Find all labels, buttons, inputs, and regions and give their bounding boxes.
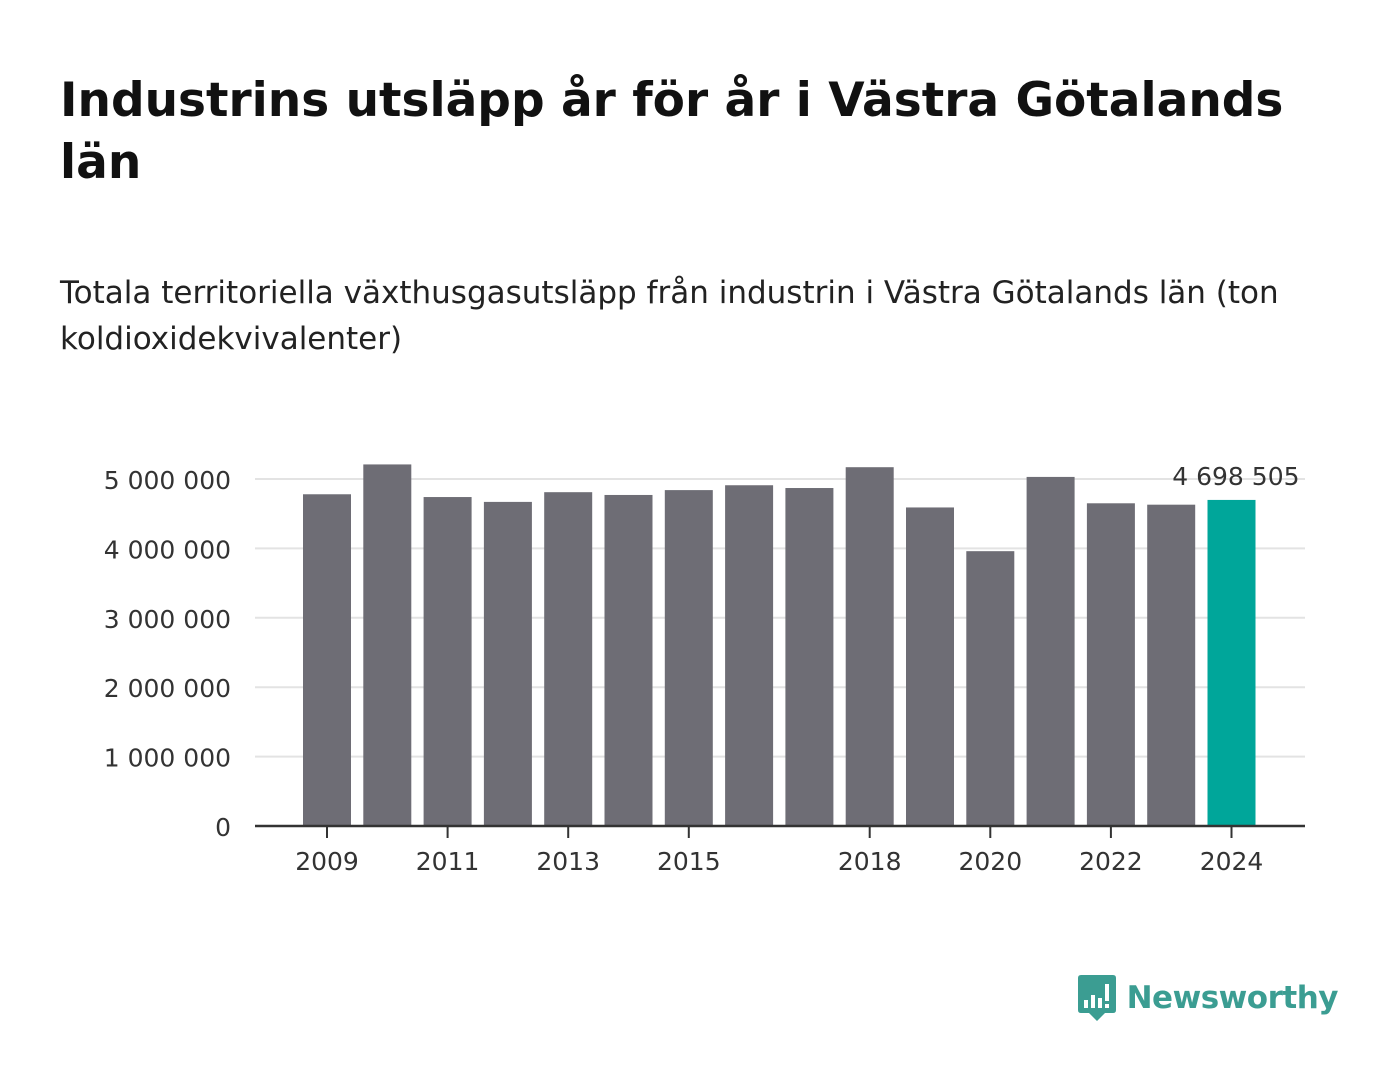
- bar: [544, 492, 593, 826]
- y-tick-label: 3 000 000: [104, 605, 231, 634]
- bar-chart-icon: [1077, 975, 1116, 1021]
- bar: [966, 551, 1015, 826]
- x-tick-label: 2018: [838, 847, 902, 876]
- x-tick-label: 2024: [1200, 847, 1264, 876]
- x-tick-label: 2011: [416, 847, 480, 876]
- bars: [303, 464, 1256, 826]
- y-axis-labels: 0 1 000 000 2 000 000 3 000 000 4 000 000 5 0…: [104, 466, 231, 842]
- bar: [845, 467, 894, 826]
- bar: [423, 497, 472, 826]
- x-tick-label: 2020: [958, 847, 1022, 876]
- data-label: 4 698 505: [1172, 462, 1299, 491]
- y-tick-label: 0: [215, 813, 231, 842]
- x-tick-label: 2015: [657, 847, 721, 876]
- bar: [1147, 504, 1196, 826]
- y-tick-label: 5 000 000: [104, 466, 231, 495]
- bar: [906, 507, 954, 826]
- bar-chart: 0 1 000 000 2 000 000 3 000 000 4 000 000 5 0…: [104, 462, 1305, 876]
- chart-title: Industrins utsläpp år för år i Västra Gö…: [60, 73, 1284, 190]
- y-tick-label: 1 000 000: [104, 744, 231, 773]
- bar: [483, 501, 532, 826]
- x-tick-label: 2009: [295, 847, 359, 876]
- x-axis-labels: 2009 2011 2013 2015 2018 2020 2022 2024: [295, 826, 1263, 876]
- bar: [725, 485, 774, 826]
- bar: [604, 494, 653, 826]
- bar: [1026, 476, 1075, 826]
- brand-logo: Newsworthy: [1077, 974, 1339, 1022]
- bar: [785, 488, 834, 826]
- x-tick-label: 2013: [536, 847, 600, 876]
- y-tick-label: 2 000 000: [104, 674, 231, 703]
- bar-highlighted: [1207, 499, 1256, 826]
- brand-name: Newsworthy: [1126, 980, 1339, 1016]
- x-tick-label: 2022: [1079, 847, 1143, 876]
- annotations: 4 698 505: [1172, 462, 1299, 491]
- bar: [664, 490, 713, 826]
- bar: [303, 494, 351, 826]
- chart-subtitle: Totala territoriella växthusgasutsläpp f…: [60, 275, 1279, 357]
- bar: [363, 464, 412, 826]
- y-tick-label: 4 000 000: [104, 535, 231, 564]
- bar: [1086, 503, 1135, 826]
